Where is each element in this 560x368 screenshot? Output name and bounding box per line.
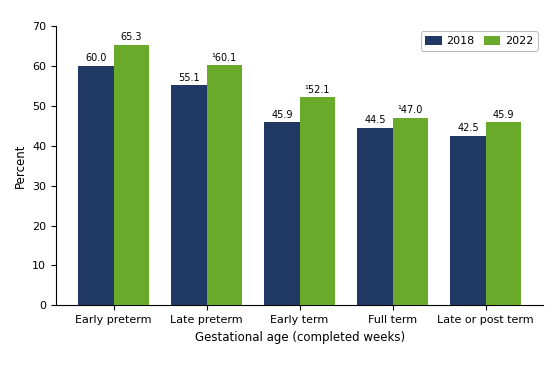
Legend: 2018, 2022: 2018, 2022	[421, 31, 538, 51]
Bar	[393, 118, 428, 305]
Bar	[264, 122, 300, 305]
Text: 44.5: 44.5	[364, 115, 386, 125]
Text: ¹47.0: ¹47.0	[398, 105, 423, 115]
Text: 65.3: 65.3	[120, 32, 142, 42]
Text: 45.9: 45.9	[493, 110, 514, 120]
Bar	[357, 128, 393, 305]
Bar	[207, 65, 242, 305]
Bar	[171, 85, 207, 305]
Text: 55.1: 55.1	[178, 73, 200, 83]
Bar	[78, 66, 114, 305]
X-axis label: Gestational age (completed weeks): Gestational age (completed weeks)	[194, 331, 405, 344]
Text: ¹60.1: ¹60.1	[212, 53, 237, 63]
Bar	[114, 45, 149, 305]
Text: ¹52.1: ¹52.1	[305, 85, 330, 95]
Y-axis label: Percent: Percent	[13, 144, 26, 188]
Bar	[486, 122, 521, 305]
Bar	[450, 136, 486, 305]
Text: 42.5: 42.5	[457, 123, 479, 133]
Text: 45.9: 45.9	[271, 110, 293, 120]
Bar	[300, 97, 335, 305]
Text: 60.0: 60.0	[85, 53, 106, 63]
